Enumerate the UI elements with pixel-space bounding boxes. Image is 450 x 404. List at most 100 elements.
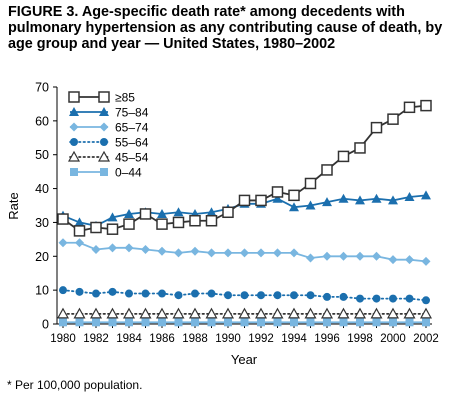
figure-title: FIGURE 3. Age-specific death rate* among… <box>8 4 443 52</box>
data-point <box>273 248 282 258</box>
data-point <box>372 294 381 303</box>
data-point <box>370 121 383 134</box>
legend-marker <box>99 107 109 116</box>
data-point <box>255 194 267 207</box>
data-point <box>338 193 349 203</box>
legend-label: 65–74 <box>115 121 149 135</box>
data-point <box>289 248 299 258</box>
data-point <box>306 318 315 327</box>
legend-marker <box>67 150 81 162</box>
data-point <box>422 318 430 327</box>
data-point <box>156 218 168 230</box>
legend-marker <box>70 168 78 176</box>
data-point <box>125 318 133 327</box>
data-point <box>106 223 119 235</box>
data-point <box>355 195 365 205</box>
data-point <box>422 296 430 305</box>
data-point <box>256 248 266 258</box>
data-point <box>323 318 331 327</box>
data-point <box>89 307 103 319</box>
data-point <box>238 194 251 207</box>
data-point <box>158 318 166 327</box>
data-point <box>304 177 317 190</box>
data-point <box>59 318 67 327</box>
x-tick-label: 1982 <box>83 333 109 345</box>
data-point <box>224 318 232 327</box>
data-point <box>356 318 364 327</box>
x-tick-label: 1992 <box>248 333 274 345</box>
data-point <box>139 208 152 220</box>
legend-label: 45–54 <box>115 151 149 165</box>
data-point <box>123 218 135 230</box>
legend-item-65-74: 65–74 <box>69 121 149 135</box>
data-point <box>257 318 265 327</box>
footnote: * Per 100,000 population. <box>7 378 143 392</box>
y-tick-label: 10 <box>35 284 49 298</box>
x-tick-label: 2000 <box>380 333 406 345</box>
data-point <box>271 307 284 319</box>
legend-label: 55–64 <box>115 136 149 150</box>
data-point <box>172 216 185 229</box>
data-point <box>155 307 169 319</box>
data-point <box>172 307 185 319</box>
data-point <box>323 292 331 301</box>
data-point <box>75 238 84 248</box>
data-point <box>108 243 117 253</box>
legend-marker <box>68 91 80 103</box>
data-point <box>421 190 431 200</box>
data-point <box>157 208 167 218</box>
data-point <box>337 307 350 319</box>
data-point <box>108 287 117 296</box>
data-point <box>174 318 183 327</box>
data-point <box>73 307 86 319</box>
data-point <box>205 307 218 319</box>
data-point <box>141 245 150 255</box>
data-point <box>205 214 218 227</box>
data-point <box>372 251 381 261</box>
y-tick-label: 20 <box>35 250 49 264</box>
data-point <box>223 248 233 258</box>
data-point <box>207 289 216 298</box>
data-point <box>191 289 199 298</box>
data-point <box>57 213 69 225</box>
data-point <box>59 286 67 295</box>
data-point <box>174 248 183 258</box>
data-point <box>108 318 117 327</box>
x-tick-label: 1986 <box>149 333 175 345</box>
legend-item-75-84: 75–84 <box>69 106 149 120</box>
data-point <box>257 291 265 300</box>
x-axis-group: 1980 1982 1984 1986 1988 1990 1992 1994 1996 1998… <box>50 323 439 345</box>
data-point <box>124 208 134 218</box>
data-point <box>240 248 249 258</box>
data-point <box>206 207 217 217</box>
data-point <box>287 307 301 319</box>
x-tick-label: 2002 <box>413 333 439 345</box>
legend-label: ≥85 <box>115 91 135 105</box>
data-point <box>157 246 167 256</box>
data-point <box>238 307 251 319</box>
legend-marker <box>99 122 109 132</box>
legend-label: 75–84 <box>115 106 149 120</box>
data-point <box>306 291 315 300</box>
x-tick-label: 1984 <box>116 333 142 345</box>
data-point <box>389 318 397 327</box>
data-point <box>339 251 348 261</box>
x-tick-label: 1998 <box>347 333 373 345</box>
legend-item-55-64: 55–64 <box>69 136 149 150</box>
data-point <box>290 291 298 300</box>
data-point <box>403 307 416 319</box>
data-point <box>386 307 400 319</box>
series-0-44 <box>59 318 430 327</box>
data-point <box>207 318 216 327</box>
legend-item-ge85: ≥85 <box>68 91 135 105</box>
legend-marker <box>100 168 108 176</box>
x-tick-label: 1994 <box>281 333 307 345</box>
legend-marker <box>98 91 110 103</box>
x-tick-label: 1988 <box>182 333 208 345</box>
data-point <box>190 246 200 256</box>
x-tick-label: 1980 <box>50 333 76 345</box>
data-point <box>403 101 416 114</box>
x-tick-label: 1996 <box>314 333 340 345</box>
